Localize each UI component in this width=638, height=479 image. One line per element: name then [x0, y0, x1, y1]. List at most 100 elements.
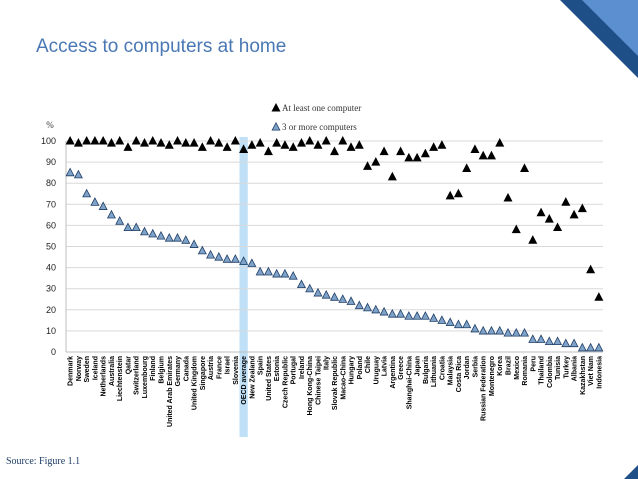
- point-at-least-one: [189, 138, 199, 147]
- x-tick-label: Uruguay: [373, 356, 380, 385]
- point-at-least-one: [412, 152, 422, 162]
- point-three-or-more: [486, 325, 496, 335]
- x-tick-label: Jordan: [464, 356, 471, 379]
- point-three-or-more: [197, 245, 207, 255]
- x-tick-label: Germany: [175, 356, 182, 386]
- point-three-or-more: [272, 268, 282, 278]
- point-three-or-more: [305, 283, 315, 293]
- x-tick-label: Shanghai-China: [406, 356, 413, 409]
- point-at-least-one: [313, 140, 323, 149]
- x-tick-label: Singapore: [200, 356, 207, 390]
- x-tick-label: Japan: [415, 356, 422, 376]
- x-tick-label: Portugal: [291, 356, 298, 384]
- legend-label: At least one computer: [282, 103, 361, 113]
- x-tick-label: Montenegro: [489, 356, 496, 396]
- point-at-least-one: [495, 138, 505, 147]
- point-three-or-more: [577, 342, 587, 352]
- point-three-or-more: [553, 336, 563, 346]
- x-tick-label: Liechtenstein: [117, 356, 124, 401]
- point-three-or-more: [363, 302, 373, 312]
- point-at-least-one: [272, 138, 282, 147]
- point-at-least-one: [106, 138, 116, 147]
- source-note: Source: Figure 1.1: [6, 456, 81, 467]
- point-at-least-one: [528, 235, 538, 244]
- x-tick-label: Brazil: [505, 356, 512, 375]
- point-three-or-more: [346, 296, 356, 305]
- point-three-or-more: [288, 270, 298, 280]
- y-tick-label: 10: [46, 326, 56, 336]
- x-tick-label: Israel: [225, 356, 232, 374]
- point-at-least-one: [503, 192, 513, 202]
- point-three-or-more: [569, 338, 579, 348]
- x-tick-label: Poland: [357, 356, 364, 379]
- point-three-or-more: [503, 327, 513, 337]
- x-tick-label: Macao-China: [340, 356, 347, 400]
- x-tick-label: Ireland: [299, 356, 306, 379]
- point-three-or-more: [82, 188, 92, 198]
- point-three-or-more: [321, 289, 331, 299]
- point-at-least-one: [354, 140, 364, 149]
- x-tick-label: Australia: [109, 356, 116, 386]
- point-at-least-one: [371, 157, 381, 166]
- point-three-or-more: [561, 338, 571, 348]
- x-tick-label: France: [216, 356, 223, 379]
- y-tick-label: 80: [46, 178, 56, 188]
- point-three-or-more: [90, 197, 100, 206]
- point-at-least-one: [148, 135, 158, 145]
- point-at-least-one: [156, 138, 166, 147]
- point-three-or-more: [371, 304, 381, 314]
- point-at-least-one: [82, 135, 92, 145]
- point-three-or-more: [73, 169, 83, 179]
- x-tick-label: Lithuania: [431, 356, 438, 387]
- x-tick-label: Hong Kong-China: [307, 356, 314, 416]
- x-tick-label: Romania: [522, 356, 529, 386]
- point-at-least-one: [470, 144, 480, 153]
- x-tick-label: Denmark: [68, 356, 75, 386]
- x-tick-label: Korea: [497, 356, 504, 376]
- point-three-or-more: [586, 342, 596, 352]
- point-three-or-more: [594, 342, 604, 352]
- point-at-least-one: [569, 209, 579, 219]
- x-tick-label: Switzerland: [134, 356, 141, 395]
- y-axis-label: %: [46, 120, 54, 130]
- legend-label: 3 or more computers: [282, 122, 357, 132]
- point-at-least-one: [214, 138, 224, 147]
- point-at-least-one: [247, 140, 257, 149]
- point-at-least-one: [594, 292, 604, 301]
- point-at-least-one: [429, 142, 439, 151]
- x-tick-label: Turkey: [563, 356, 570, 379]
- y-tick-label: 40: [46, 263, 56, 273]
- point-at-least-one: [288, 142, 298, 151]
- point-at-least-one: [181, 138, 191, 147]
- point-at-least-one: [346, 142, 356, 151]
- point-at-least-one: [296, 138, 306, 147]
- point-at-least-one: [230, 135, 240, 145]
- point-at-least-one: [131, 135, 141, 145]
- y-tick-label: 0: [51, 347, 56, 357]
- point-at-least-one: [164, 140, 174, 149]
- point-three-or-more: [520, 327, 530, 337]
- point-at-least-one: [396, 146, 406, 156]
- y-tick-label: 70: [46, 199, 56, 209]
- x-tick-label: Tunisia: [555, 356, 562, 380]
- point-three-or-more: [189, 239, 199, 248]
- point-three-or-more: [115, 216, 125, 225]
- x-tick-label: Qatar: [125, 356, 132, 375]
- point-three-or-more: [296, 279, 306, 289]
- y-tick-label: 50: [46, 242, 56, 252]
- point-at-least-one: [123, 142, 133, 151]
- x-tick-label: Finland: [150, 356, 157, 381]
- point-at-least-one: [222, 142, 232, 151]
- point-three-or-more: [222, 254, 232, 263]
- point-at-least-one: [139, 138, 149, 147]
- point-at-least-one: [98, 135, 108, 145]
- point-at-least-one: [255, 138, 265, 147]
- x-tick-label: Iceland: [92, 356, 99, 380]
- point-at-least-one: [577, 203, 587, 213]
- point-three-or-more: [181, 235, 191, 244]
- point-three-or-more: [354, 300, 364, 310]
- point-at-least-one: [420, 148, 430, 158]
- point-three-or-more: [420, 311, 430, 320]
- point-three-or-more: [280, 268, 290, 278]
